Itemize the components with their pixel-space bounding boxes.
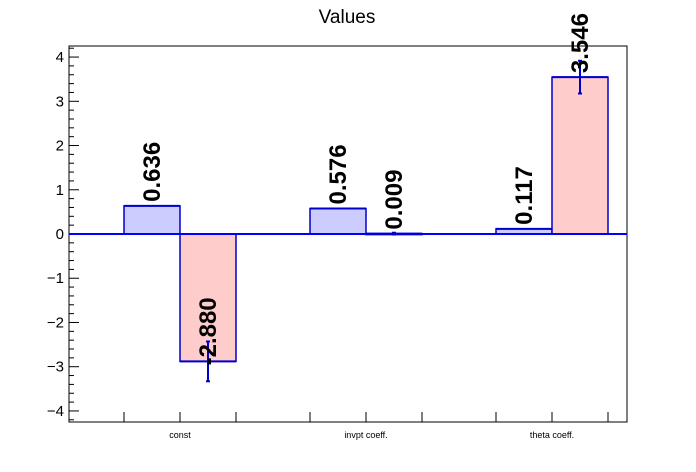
y-tick-label: 4 <box>56 49 64 66</box>
bar <box>551 76 609 235</box>
y-tick-label: 0 <box>56 226 64 243</box>
x-category-label: const <box>169 430 191 440</box>
data-label: 3.546 <box>567 13 594 73</box>
chart-title: Values <box>319 7 376 28</box>
y-tick-label: −1 <box>47 270 64 287</box>
y-tick-label: −3 <box>47 359 64 376</box>
data-label: 0.636 <box>139 142 166 202</box>
y-tick-label: 3 <box>56 93 64 110</box>
plot-area: −4 −3 −2 −1 0 1 2 3 4 0.636 0.576 0.117 -2.880 0.009 3… <box>47 13 628 440</box>
data-label: -2.880 <box>195 297 222 365</box>
y-tick-label: 1 <box>56 182 64 199</box>
y-tick-label: −2 <box>47 314 64 331</box>
bar <box>179 233 237 363</box>
y-tick-label: −4 <box>47 403 64 420</box>
data-label: 0.576 <box>325 144 352 204</box>
x-category-label: invpt coeff. <box>344 430 387 440</box>
data-label: 0.117 <box>511 166 538 225</box>
x-category-label: theta coeff. <box>530 430 574 440</box>
data-label: 0.009 <box>381 170 408 230</box>
y-tick-label: 2 <box>56 138 64 155</box>
bar <box>309 207 367 235</box>
bar <box>123 205 181 235</box>
